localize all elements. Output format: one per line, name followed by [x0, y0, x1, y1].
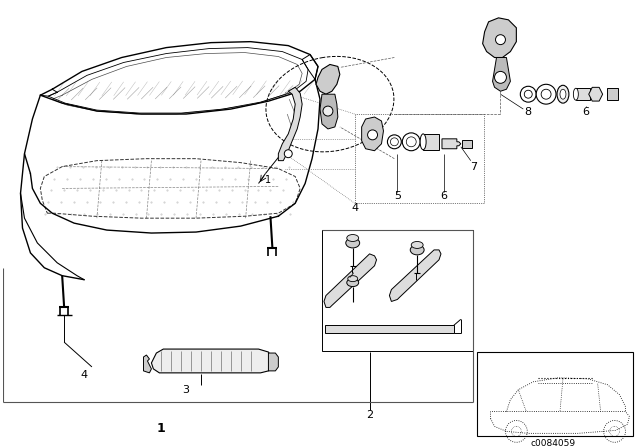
Bar: [576, 88, 589, 100]
Ellipse shape: [410, 245, 424, 255]
Circle shape: [536, 84, 556, 104]
Bar: [325, 325, 454, 333]
Polygon shape: [320, 94, 338, 129]
Circle shape: [520, 86, 536, 102]
Polygon shape: [423, 134, 439, 150]
Ellipse shape: [348, 276, 358, 282]
Text: 6: 6: [440, 191, 447, 201]
Circle shape: [541, 89, 551, 99]
Text: 1: 1: [157, 422, 166, 435]
Text: 2: 2: [366, 409, 373, 419]
Ellipse shape: [346, 238, 360, 248]
Text: 1: 1: [266, 176, 271, 185]
Polygon shape: [483, 18, 516, 57]
Ellipse shape: [557, 85, 569, 103]
Text: 3: 3: [182, 385, 189, 395]
Bar: [477, 352, 634, 436]
Circle shape: [387, 135, 401, 149]
Circle shape: [284, 150, 292, 158]
Circle shape: [390, 138, 398, 146]
Polygon shape: [589, 87, 603, 101]
Ellipse shape: [347, 235, 358, 241]
Circle shape: [403, 133, 420, 151]
Polygon shape: [389, 250, 441, 302]
Circle shape: [495, 34, 506, 45]
Text: c0084059: c0084059: [531, 439, 575, 448]
Ellipse shape: [560, 89, 566, 99]
Circle shape: [367, 130, 378, 140]
Circle shape: [323, 106, 333, 116]
Polygon shape: [442, 139, 461, 149]
Polygon shape: [362, 117, 383, 151]
Text: 4: 4: [81, 370, 88, 380]
Ellipse shape: [420, 134, 426, 150]
Circle shape: [406, 137, 416, 147]
Bar: [322, 230, 473, 351]
Text: 4: 4: [351, 203, 358, 213]
Polygon shape: [324, 254, 376, 307]
Polygon shape: [316, 65, 340, 94]
Text: 7: 7: [470, 162, 477, 172]
Bar: [462, 140, 472, 148]
Bar: [607, 88, 618, 100]
Bar: [355, 114, 484, 203]
Ellipse shape: [412, 241, 423, 248]
Polygon shape: [268, 353, 278, 371]
Text: 6: 6: [582, 107, 589, 117]
Ellipse shape: [573, 88, 579, 100]
Polygon shape: [278, 87, 302, 161]
Text: 5: 5: [394, 191, 401, 201]
Polygon shape: [143, 355, 152, 373]
Circle shape: [524, 90, 532, 98]
Text: 8: 8: [525, 107, 532, 117]
Polygon shape: [152, 349, 273, 373]
Ellipse shape: [347, 279, 358, 287]
Polygon shape: [493, 57, 511, 91]
Circle shape: [495, 71, 506, 83]
